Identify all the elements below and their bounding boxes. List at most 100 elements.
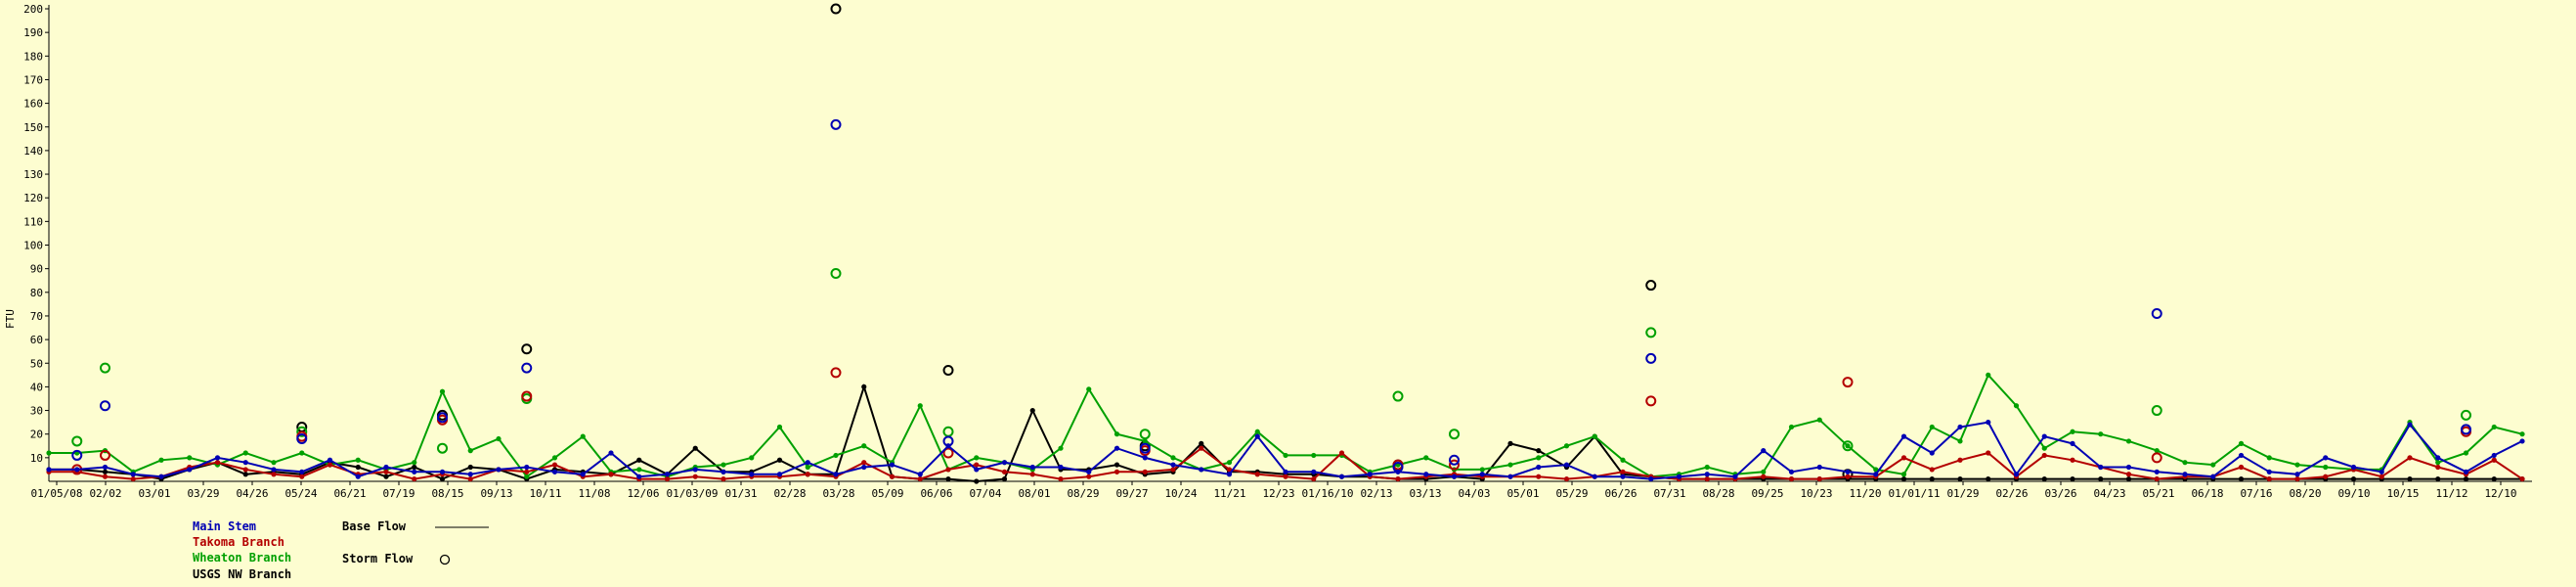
base-flow-point	[2070, 440, 2075, 446]
base-flow-point	[1592, 433, 1597, 439]
storm-flow-point	[1645, 280, 1657, 292]
base-flow-point	[580, 472, 586, 477]
storm-flow-point	[830, 267, 842, 279]
base-flow-point	[1563, 462, 1570, 468]
base-flow-point	[2463, 450, 2469, 456]
base-flow-point	[271, 472, 277, 477]
base-flow-point	[158, 474, 164, 479]
base-flow-point	[2182, 460, 2188, 466]
x-tick-label: 11/12	[2435, 487, 2467, 500]
base-flow-point	[1732, 474, 1738, 479]
base-flow-point	[1761, 469, 1767, 474]
storm-flow-point	[100, 362, 110, 374]
base-flow-point	[2154, 448, 2160, 454]
base-flow-point	[1676, 474, 1682, 479]
base-flow-point	[1226, 460, 1233, 466]
base-flow-point	[749, 455, 755, 461]
y-tick-label: 50	[30, 357, 43, 370]
base-flow-point	[636, 474, 642, 479]
x-tick-label: 07/31	[1653, 487, 1685, 500]
base-flow-point	[1113, 462, 1120, 468]
x-tick-label: 10/24	[1164, 487, 1197, 500]
base-flow-point	[383, 474, 389, 479]
base-flow-point	[1479, 467, 1485, 473]
base-flow-point	[1199, 467, 1204, 473]
base-flow-point	[2098, 464, 2104, 471]
base-flow-point	[1479, 472, 1485, 477]
base-flow-point	[664, 475, 671, 482]
storm-flow-point	[942, 447, 954, 459]
storm-flow-point	[100, 449, 110, 461]
storm-flow-point	[1449, 429, 1460, 440]
base-flow-point	[1507, 474, 1513, 479]
base-flow-point	[1900, 455, 1907, 461]
base-flow-point	[1254, 472, 1260, 477]
x-tick-label: 08/28	[1702, 487, 1734, 500]
x-tick-label: 03/29	[187, 487, 219, 500]
x-tick-label: 04/03	[1458, 487, 1490, 500]
base-flow-point	[1957, 438, 1963, 444]
base-flow-point	[467, 472, 473, 477]
base-flow-point	[2041, 452, 2047, 459]
legend-takoma-branch: Takoma Branch	[193, 535, 284, 549]
base-flow-point	[833, 472, 839, 477]
base-flow-point	[1142, 455, 1148, 461]
base-flow-point	[2519, 431, 2525, 437]
base-flow-point	[917, 403, 923, 409]
storm-flow-point	[2461, 409, 2471, 421]
base-flow-point	[1929, 467, 1935, 473]
x-tick-label: 11/21	[1213, 487, 1245, 500]
base-flow-point	[2041, 433, 2047, 439]
base-flow-point	[2125, 464, 2132, 471]
base-flow-point	[1536, 448, 1542, 454]
base-flow-point	[1900, 433, 1907, 439]
y-tick-label: 120	[23, 192, 43, 204]
base-flow-point	[2182, 472, 2188, 477]
y-tick-label: 20	[30, 429, 43, 441]
base-flow-point	[805, 460, 810, 466]
base-flow-point	[1311, 469, 1317, 474]
base-flow-point	[2294, 462, 2300, 468]
base-flow-point	[2435, 464, 2441, 471]
base-flow-point	[1338, 450, 1345, 456]
storm-flow-point	[830, 118, 842, 130]
base-flow-point	[242, 460, 248, 466]
base-flow-point	[214, 460, 221, 466]
base-flow-point	[692, 474, 698, 479]
base-flow-point	[636, 467, 642, 473]
base-flow-point	[1226, 467, 1233, 473]
y-tick-label: 150	[23, 121, 43, 134]
storm-flow-point	[1139, 442, 1151, 454]
base-flow-point	[2210, 462, 2216, 468]
base-flow-point	[720, 462, 726, 468]
base-flow-point	[551, 462, 558, 468]
base-flow-point	[2238, 440, 2245, 446]
base-flow-point	[2519, 438, 2525, 444]
base-flow-point	[1986, 420, 1991, 426]
base-flow-point	[2266, 455, 2272, 461]
x-tick-label: 08/01	[1018, 487, 1050, 500]
base-flow-point	[608, 450, 614, 456]
base-flow-point	[1029, 472, 1035, 477]
y-tick-label: 70	[30, 310, 43, 323]
base-flow-point	[2266, 475, 2272, 482]
series-wheaton-branch	[46, 267, 2525, 479]
base-flow-point	[102, 469, 109, 474]
base-flow-point	[636, 457, 642, 463]
base-flow-point	[1845, 469, 1851, 474]
y-tick-label: 130	[23, 168, 43, 181]
base-flow-point	[776, 424, 783, 430]
base-flow-point	[1873, 467, 1879, 473]
base-flow-point	[2013, 472, 2020, 477]
base-flow-point	[1142, 469, 1148, 474]
base-flow-point	[945, 467, 951, 473]
base-flow-point	[692, 445, 698, 451]
base-flow-point	[2379, 469, 2384, 474]
x-tick-label: 05/29	[1555, 487, 1588, 500]
base-flow-point	[1816, 464, 1822, 471]
base-flow-point	[242, 467, 248, 473]
y-tick-label: 200	[23, 3, 43, 16]
x-tick-label: 01/03/09	[667, 487, 719, 500]
base-flow-point	[1338, 474, 1345, 479]
base-flow-point	[1900, 472, 1907, 477]
